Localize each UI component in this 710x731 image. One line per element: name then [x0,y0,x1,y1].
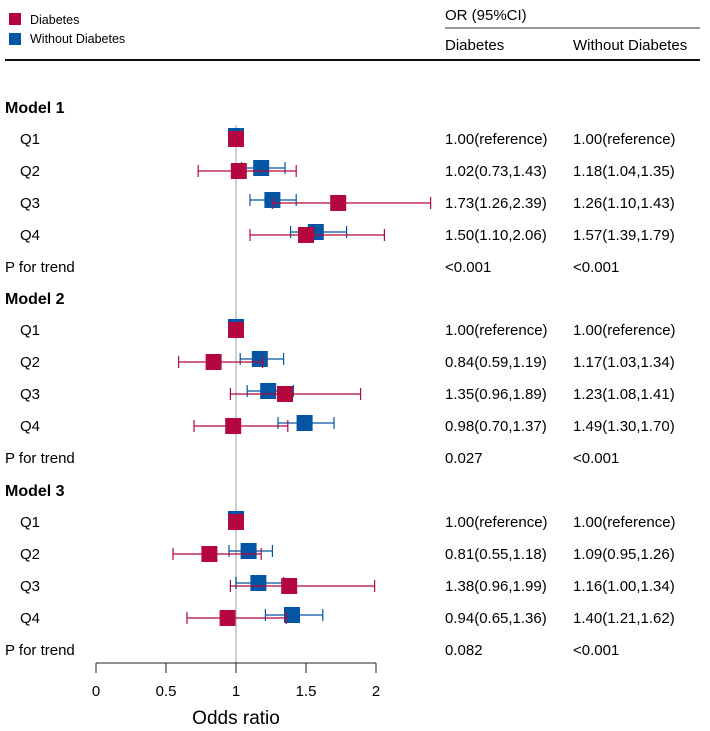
diabetes-p-trend: 0.082 [445,642,483,659]
without-diabetes-or-value: 1.09(0.95,1.26) [573,546,675,563]
without-diabetes-p-trend: <0.001 [573,259,619,276]
without-diabetes-or-value: 1.49(1.30,1.70) [573,418,675,435]
legend-swatch-without-diabetes [9,33,21,45]
diabetes-point [281,578,298,594]
diabetes-or-value: 0.94(0.65,1.36) [445,610,547,627]
without-diabetes-or-value: 1.18(1.04,1.35) [573,163,675,180]
p-trend-label: P for trend [5,642,75,659]
without-diabetes-point [251,351,268,367]
diabetes-point [205,354,222,370]
diabetes-or-value: 0.81(0.55,1.18) [445,546,547,563]
without-diabetes-or-value: 1.23(1.08,1.41) [573,386,675,403]
without-diabetes-point [240,543,257,559]
diabetes-p-trend: <0.001 [445,259,491,276]
diabetes-point [330,195,347,211]
x-tick-label: 1 [232,683,240,700]
without-diabetes-point [284,607,300,623]
diabetes-point [228,131,244,147]
without-diabetes-p-trend: <0.001 [573,450,619,467]
model-title: Model 3 [5,483,65,500]
diabetes-point [228,322,244,338]
x-axis-label: Odds ratio [192,708,280,729]
diabetes-or-value: 1.50(1.10,2.06) [445,227,547,244]
without-diabetes-or-value: 1.00(reference) [573,131,676,148]
without-diabetes-point [260,383,277,399]
model-title: Model 2 [5,291,65,308]
row-label: Q1 [20,322,40,339]
diabetes-or-value: 1.00(reference) [445,322,548,339]
diabetes-point [225,418,242,434]
x-tick-label: 2 [372,683,380,700]
diabetes-or-value: 1.00(reference) [445,131,548,148]
row-label: Q4 [20,610,40,627]
without-diabetes-or-value: 1.26(1.10,1.43) [573,195,675,212]
diabetes-or-value: 0.84(0.59,1.19) [445,354,547,371]
without-diabetes-or-value: 1.00(reference) [573,514,676,531]
x-tick-label: 0.5 [156,683,177,700]
legend-label-diabetes: Diabetes [30,13,79,27]
diabetes-point [228,514,244,530]
without-diabetes-or-value: 1.00(reference) [573,322,676,339]
diabetes-or-value: 1.38(0.96,1.99) [445,578,547,595]
row-label: Q2 [20,354,40,371]
legend-label-without-diabetes: Without Diabetes [30,32,125,46]
diabetes-or-value: 1.02(0.73,1.43) [445,163,547,180]
row-label: Q4 [20,227,40,244]
without-diabetes-p-trend: <0.001 [573,642,619,659]
row-label: Q1 [20,514,40,531]
without-diabetes-point [296,415,313,431]
row-label: Q3 [20,195,40,212]
model-title: Model 1 [5,100,65,117]
row-label: Q3 [20,386,40,403]
diabetes-or-value: 1.35(0.96,1.89) [445,386,547,403]
header-diabetes: Diabetes [445,37,504,54]
diabetes-p-trend: 0.027 [445,450,483,467]
header-without-diabetes: Without Diabetes [573,37,687,54]
diabetes-or-value: 1.73(1.26,2.39) [445,195,547,212]
diabetes-or-value: 1.00(reference) [445,514,548,531]
diabetes-or-value: 0.98(0.70,1.37) [445,418,547,435]
row-label: Q2 [20,163,40,180]
without-diabetes-point [253,160,270,176]
without-diabetes-point [250,575,267,591]
row-label: Q3 [20,578,40,595]
without-diabetes-or-value: 1.40(1.21,1.62) [573,610,675,627]
legend-swatch-diabetes [9,13,21,25]
without-diabetes-or-value: 1.17(1.03,1.34) [573,354,675,371]
p-trend-label: P for trend [5,259,75,276]
p-trend-label: P for trend [5,450,75,467]
row-label: Q2 [20,546,40,563]
x-tick-label: 0 [92,683,100,700]
diabetes-point [298,227,314,243]
diabetes-point [219,610,236,626]
without-diabetes-or-value: 1.57(1.39,1.79) [573,227,675,244]
header-or-group: OR (95%CI) [445,7,527,24]
diabetes-point [230,163,247,179]
diabetes-point [201,546,218,562]
x-tick-label: 1.5 [296,683,317,700]
row-label: Q1 [20,131,40,148]
diabetes-point [277,386,293,402]
row-label: Q4 [20,418,40,435]
without-diabetes-or-value: 1.16(1.00,1.34) [573,578,675,595]
